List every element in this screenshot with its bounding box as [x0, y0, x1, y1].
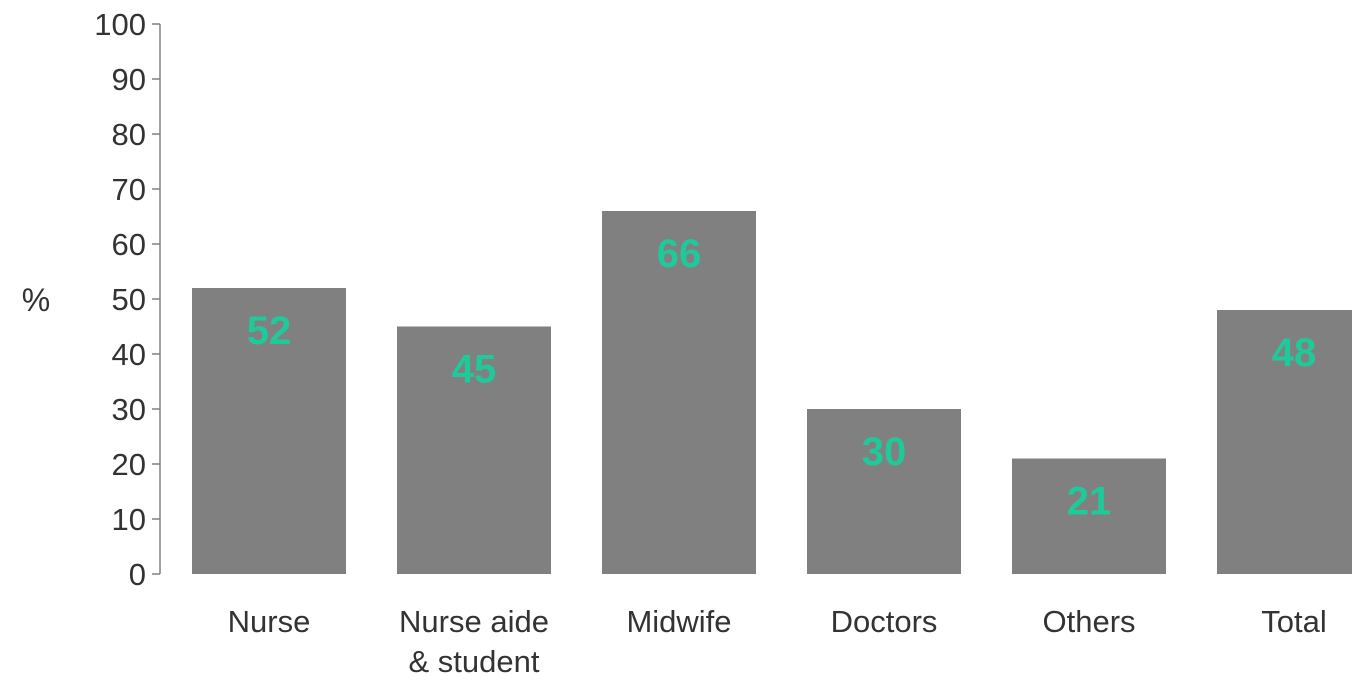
- bar: [192, 288, 346, 574]
- x-tick-label-line: Nurse aide: [399, 604, 549, 639]
- x-tick-label-line: Midwife: [626, 604, 731, 639]
- bar: [1012, 458, 1166, 574]
- y-tick-label: 50: [112, 282, 146, 317]
- y-tick-label: 70: [112, 172, 146, 207]
- y-tick-label: 100: [94, 7, 146, 42]
- x-tick-label-line: Nurse: [228, 604, 311, 639]
- x-tick-label-line: Total: [1261, 604, 1326, 639]
- y-axis-label: %: [22, 282, 50, 318]
- x-tick-label-line: & student: [409, 644, 540, 679]
- y-axis-ticks: 0 10 20 30 40 50 60 70 80 90 100: [94, 7, 160, 592]
- data-label: 48: [1272, 331, 1317, 375]
- bar: [807, 409, 961, 574]
- x-tick-label: Nurse aide & student: [399, 604, 549, 679]
- bar: [1217, 310, 1352, 574]
- data-label: 66: [657, 232, 702, 276]
- x-tick-label-line: Doctors: [831, 604, 938, 639]
- x-tick-label: Doctors: [831, 604, 938, 639]
- y-tick-label: 0: [129, 557, 146, 592]
- bars: [192, 211, 1352, 574]
- y-tick-label: 60: [112, 227, 146, 262]
- x-tick-label-line: Others: [1042, 604, 1135, 639]
- data-labels: 52 45 66 30 21 48: [247, 232, 1317, 524]
- bar: [397, 326, 551, 574]
- x-tick-label: Total: [1261, 604, 1326, 639]
- x-tick-label: Midwife: [626, 604, 731, 639]
- x-tick-label: Nurse: [228, 604, 311, 639]
- y-tick-label: 90: [112, 62, 146, 97]
- data-label: 21: [1067, 480, 1112, 524]
- bar: [602, 211, 756, 574]
- y-tick-label: 40: [112, 337, 146, 372]
- data-label: 45: [452, 348, 497, 392]
- y-tick-label: 30: [112, 392, 146, 427]
- y-tick-label: 10: [112, 502, 146, 537]
- x-axis-labels: Nurse Nurse aide & student Midwife Doctors Ot…: [228, 604, 1327, 679]
- data-label: 30: [862, 430, 907, 474]
- x-tick-label: Others: [1042, 604, 1135, 639]
- y-tick-label: 80: [112, 117, 146, 152]
- y-tick-label: 20: [112, 447, 146, 482]
- data-label: 52: [247, 309, 292, 353]
